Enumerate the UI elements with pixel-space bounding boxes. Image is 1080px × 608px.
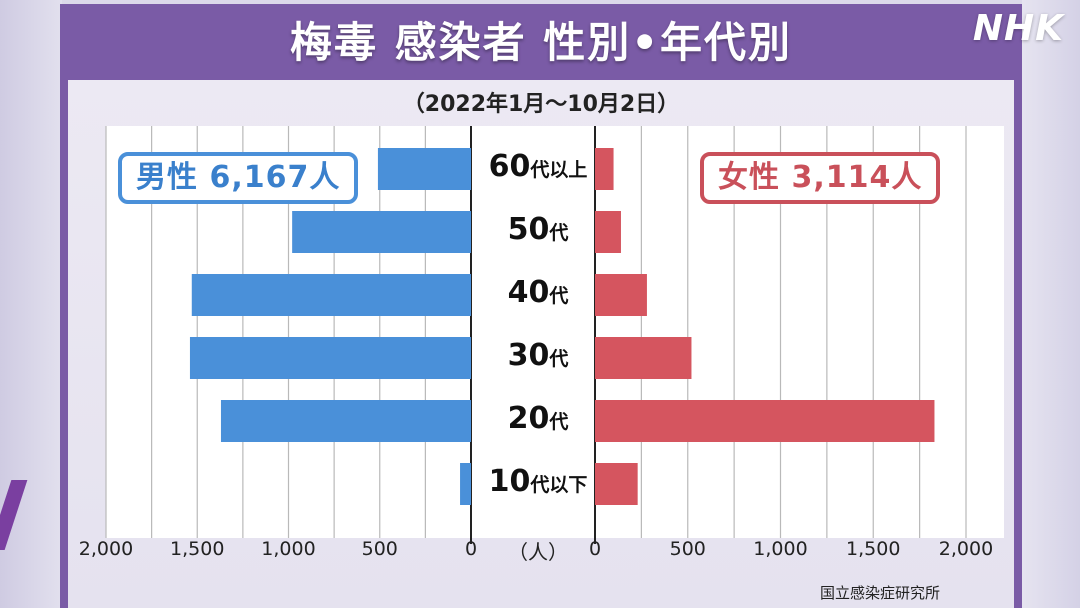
bar-female [595,400,935,442]
tick-label-male: 0 [464,538,478,560]
bar-female [595,211,621,253]
bar-female [595,148,614,190]
age-category-label: 30代 [507,338,569,373]
bar-female [595,463,638,505]
bar-female [595,274,647,316]
tick-label-female: 2,000 [938,538,994,560]
tick-label-female: 1,000 [753,538,808,560]
tick-label-male: 500 [361,538,398,560]
source-credit: 国立感染症研究所 [820,584,941,602]
tick-label-male: 2,000 [78,538,134,560]
tick-label-male: 1,500 [170,538,225,560]
butterfly-chart [105,126,967,544]
age-category-label: 40代 [507,275,569,310]
legend-male: 男性 6,167人 [118,152,359,204]
age-category-label: 20代 [507,401,569,436]
age-category-label: 50代 [507,212,569,247]
nhk-logo: NHK [972,8,1064,49]
chart-title: 梅毒 感染者 性別•年代別 [289,18,793,67]
age-category-label: 10代以下 [488,464,588,499]
bar-male [220,400,471,442]
legend-female: 女性 3,114人 [700,152,941,204]
background-right [1022,0,1080,608]
bar-male [191,274,471,316]
chart-panel: 梅毒 感染者 性別•年代別 （2022年1月～10月2日） 男性 6,167人 … [60,4,1022,608]
chart-inner: （2022年1月～10月2日） 男性 6,167人 女性 3,114人 60代以… [68,80,1014,608]
tick-label-female: 0 [588,538,602,560]
tick-label-female: 500 [669,538,706,560]
tick-label-male: 1,000 [261,538,316,560]
bar-male [460,463,471,505]
bar-male [292,211,471,253]
chart-subtitle: （2022年1月～10月2日） [402,92,680,117]
bar-male [189,337,471,379]
unit-label: （人） [508,540,568,564]
bar-female [595,337,692,379]
bar-male [377,148,471,190]
tick-label-female: 1,500 [846,538,901,560]
age-category-label: 60代以上 [488,149,588,184]
